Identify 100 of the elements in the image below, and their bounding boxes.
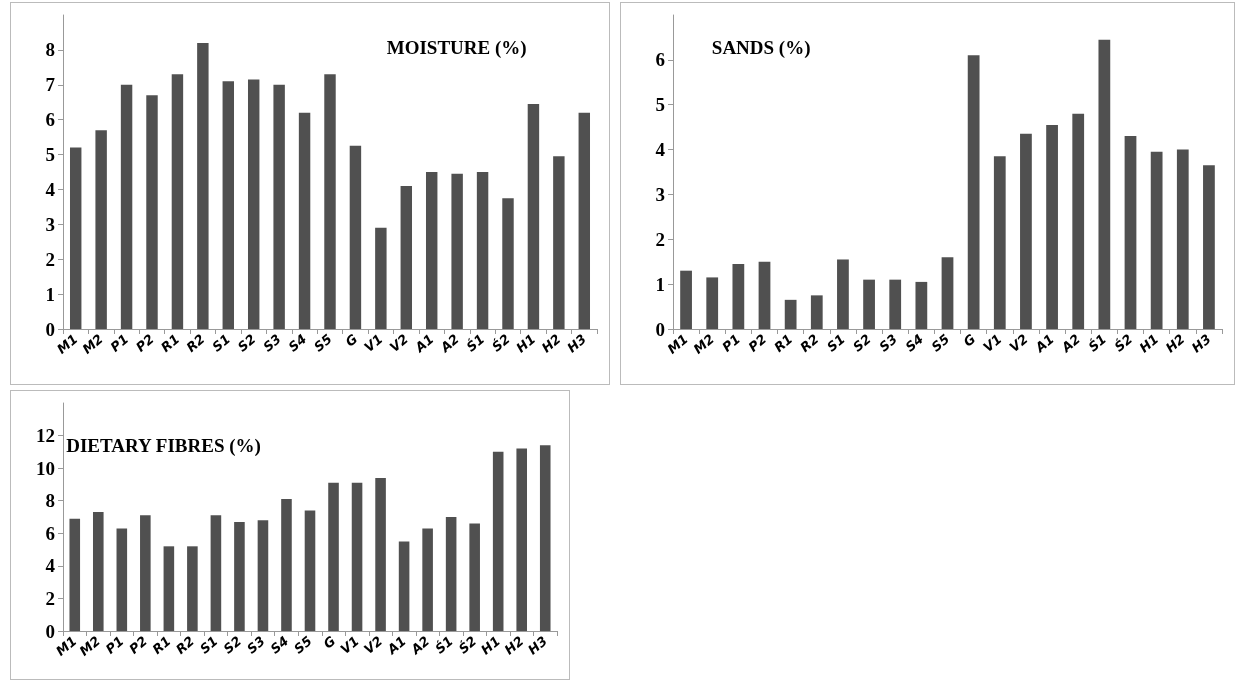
bar [539, 445, 551, 631]
y-tick-label: 3 [45, 213, 55, 235]
x-tick-label: V2 [1006, 331, 1031, 356]
bar [1020, 133, 1032, 329]
x-tick-label: A1 [1031, 331, 1057, 356]
bar [69, 518, 81, 631]
bar [140, 515, 151, 631]
text: DIETARY FIBRES (%) [66, 435, 261, 457]
x-tick-label: V1 [337, 633, 362, 658]
x-tick-label: H3 [525, 633, 551, 658]
x-tick-label: S3 [260, 331, 284, 355]
x-tick-label: Ś2 [489, 331, 513, 355]
text: SANDS (%) [711, 37, 811, 59]
bar [273, 84, 285, 329]
x-tick-label: P2 [132, 331, 157, 355]
x-tick-label: Ś1 [463, 331, 488, 355]
x-tick-label: R2 [172, 633, 198, 657]
x-tick-label: S1 [209, 331, 234, 355]
y-tick-label: 1 [655, 273, 665, 295]
x-tick-label: H1 [513, 331, 539, 356]
bar [234, 521, 245, 631]
bar [553, 156, 565, 329]
x-tick-label: A1 [383, 633, 409, 658]
y-tick-label: 6 [45, 522, 55, 544]
bar [328, 482, 339, 631]
x-tick-label: S5 [928, 331, 953, 355]
bar [502, 198, 514, 329]
y-tick-label: 0 [655, 318, 665, 340]
bar [95, 130, 107, 329]
y-tick-label: 5 [45, 144, 55, 166]
bar [1046, 124, 1058, 329]
bar [516, 448, 528, 631]
bar [187, 546, 198, 631]
bar [146, 95, 158, 329]
x-tick-label: Ś2 [1111, 331, 1136, 355]
bar [1176, 149, 1189, 329]
bar [889, 279, 902, 329]
bar [422, 528, 433, 631]
x-tick-label: G [342, 331, 361, 350]
y-tick-label: 12 [36, 425, 55, 447]
y-tick-label: 4 [655, 139, 666, 161]
bar [1124, 136, 1137, 329]
text: MOISTURE (%) [386, 37, 527, 59]
x-tick-label: H1 [1136, 331, 1162, 356]
x-tick-label: A2 [1057, 331, 1084, 356]
x-tick-label: V1 [980, 331, 1005, 356]
x-tick-label: S1 [196, 633, 221, 657]
bar [281, 499, 292, 631]
bar [863, 279, 875, 329]
bar [810, 295, 823, 329]
bar [298, 112, 311, 329]
bar [375, 227, 387, 329]
y-tick-label: 7 [45, 74, 56, 96]
y-tick-label: 6 [45, 109, 55, 131]
x-tick-label: M2 [79, 331, 106, 357]
x-tick-label: P1 [102, 633, 127, 657]
y-tick-label: 4 [45, 178, 56, 200]
x-tick-label: S2 [234, 331, 259, 355]
bar [469, 523, 480, 631]
bar [247, 79, 260, 329]
bar [680, 270, 692, 329]
y-tick-label: 10 [36, 457, 55, 479]
bar [210, 515, 222, 631]
x-tick-label: R1 [158, 331, 183, 355]
y-tick-label: 2 [45, 248, 55, 270]
x-tick-label: R1 [149, 633, 174, 657]
x-tick-label: S2 [220, 633, 245, 657]
x-tick-label: S1 [824, 331, 848, 355]
x-tick-label: V1 [361, 331, 386, 356]
bar [324, 74, 336, 329]
x-tick-label: S5 [291, 633, 315, 657]
x-tick-label: M2 [690, 331, 718, 357]
bar [1203, 165, 1215, 329]
bar [398, 541, 410, 631]
bar [171, 74, 184, 329]
x-tick-label: H2 [538, 331, 564, 356]
bar [993, 156, 1006, 329]
bar [197, 42, 209, 329]
bar [1150, 151, 1163, 329]
bar [527, 103, 540, 329]
y-tick-label: 4 [45, 555, 56, 577]
bar [257, 520, 269, 631]
x-tick-label: S3 [876, 331, 901, 355]
bar [304, 510, 316, 631]
bar [941, 257, 954, 329]
x-tick-label: H2 [501, 633, 527, 658]
bar [92, 512, 104, 631]
x-tick-label: H2 [1162, 331, 1188, 356]
y-tick-label: 6 [655, 49, 665, 71]
y-tick-label: 0 [45, 318, 55, 340]
x-tick-label: Ś2 [455, 633, 480, 657]
x-tick-label: M1 [54, 331, 81, 357]
x-tick-label: V2 [386, 331, 412, 356]
x-tick-label: G [960, 331, 979, 350]
bar [222, 81, 235, 329]
bar [120, 84, 133, 329]
bar [116, 528, 128, 631]
bar [1098, 39, 1111, 329]
y-tick-label: 5 [655, 94, 665, 116]
bar [425, 172, 438, 329]
